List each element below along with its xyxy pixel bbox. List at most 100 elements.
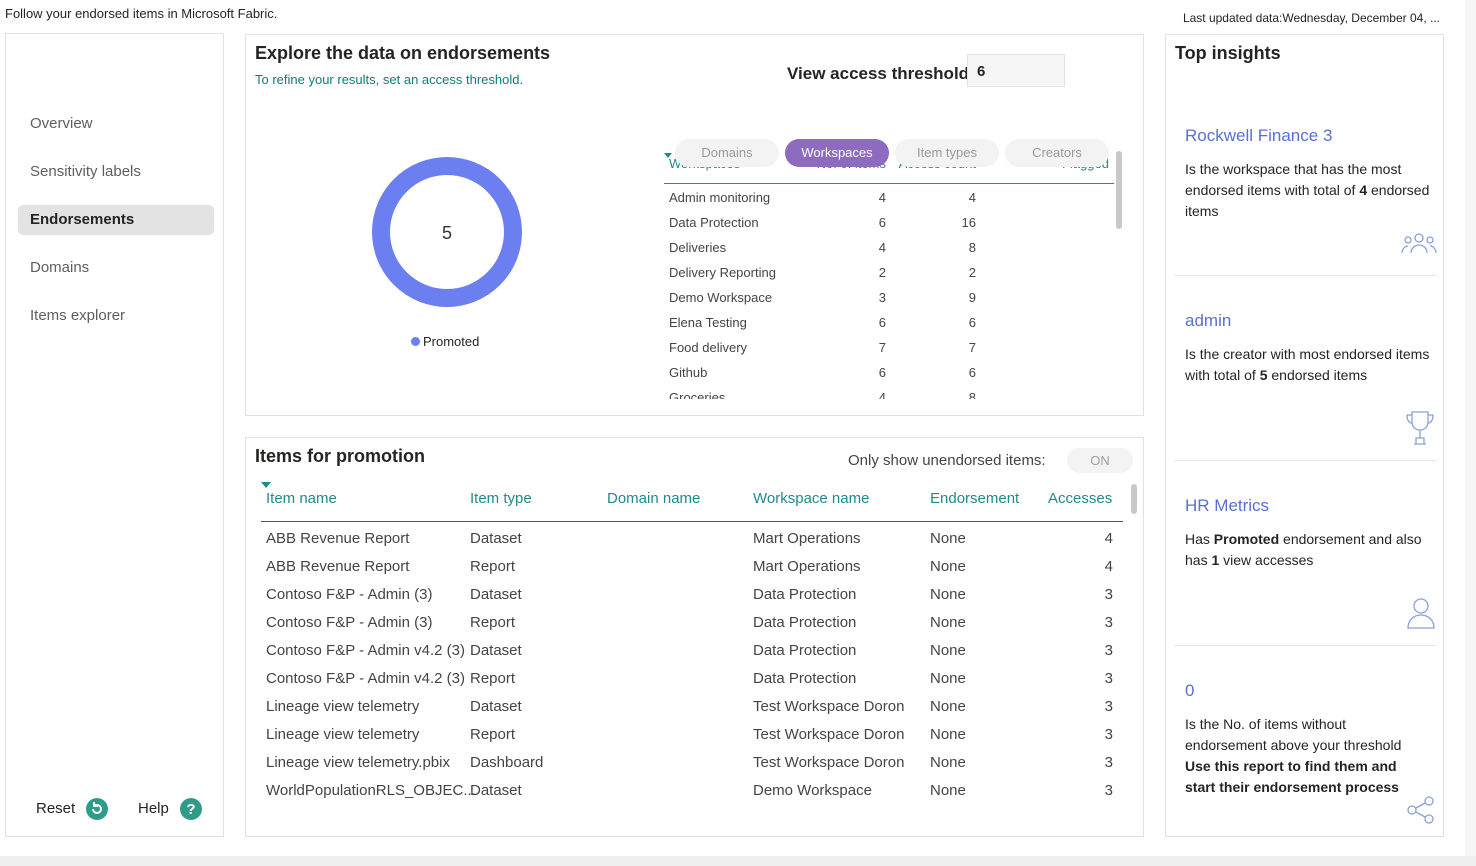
- table-cell: 6: [878, 315, 886, 330]
- text: endorsed items: [1267, 367, 1368, 383]
- table-cell: Dataset: [470, 782, 522, 799]
- separator: [1174, 645, 1436, 646]
- toggle-switch[interactable]: ON: [1067, 448, 1133, 473]
- trophy-icon: [1406, 411, 1434, 445]
- table-cell: Groceries: [669, 390, 726, 399]
- table-cell: 3: [1104, 614, 1113, 631]
- text: Is the No. of items without endorsement …: [1185, 716, 1402, 753]
- table-cell: 3: [1104, 726, 1113, 743]
- column-header[interactable]: Accesses: [1048, 490, 1113, 507]
- workspace-table: WorkspacesNo. of itemsAccess countFlagge…: [664, 153, 1114, 399]
- threshold-label: View access threshold:: [787, 64, 975, 83]
- text: endorsed items: [1185, 182, 1430, 219]
- table-cell: ABB Revenue Report: [266, 530, 410, 547]
- nav-item[interactable]: Endorsements: [18, 205, 214, 235]
- header-rule: [261, 521, 1123, 522]
- explore-panel: Explore the data on endorsements To refi…: [245, 34, 1144, 416]
- table-cell: 6: [878, 215, 886, 230]
- table-cell: Contoso F&P - Admin v4.2 (3): [266, 642, 465, 659]
- table-cell: Report: [470, 670, 516, 687]
- header-rule: [664, 183, 1114, 184]
- table-cell: Dataset: [470, 642, 522, 659]
- scrollbar[interactable]: [1131, 484, 1137, 514]
- table-cell: 3: [1104, 586, 1113, 603]
- table-cell: Food delivery: [669, 340, 748, 355]
- person-icon: [1407, 598, 1435, 629]
- column-header[interactable]: Item type: [470, 490, 532, 507]
- table-cell: None: [930, 530, 966, 547]
- table-cell: Report: [470, 726, 516, 743]
- nav-item[interactable]: Sensitivity labels: [30, 163, 141, 180]
- insight-title: admin: [1185, 311, 1232, 330]
- table-cell: 2: [968, 265, 976, 280]
- text-bold: 1: [1211, 552, 1220, 568]
- text: Is the workspace that has the most endor…: [1185, 161, 1402, 198]
- last-updated: Last updated data:Wednesday, December 04…: [1182, 11, 1440, 25]
- table-cell: None: [930, 558, 966, 575]
- table-cell: 6: [968, 365, 976, 380]
- table-cell: Dataset: [470, 698, 522, 715]
- table-cell: 4: [968, 190, 976, 205]
- insight-text: Is the creator with most endorsed items …: [1185, 344, 1430, 386]
- table-cell: Dataset: [470, 530, 522, 547]
- table-cell: WorldPopulationRLS_OBJEC...: [266, 782, 476, 799]
- insight-title: HR Metrics: [1185, 496, 1270, 515]
- column-header[interactable]: Item name: [266, 490, 337, 507]
- table-cell: Lineage view telemetry: [266, 726, 420, 743]
- text: view accesses: [1219, 552, 1314, 568]
- separator: [1174, 460, 1436, 461]
- table-cell: Lineage view telemetry: [266, 698, 420, 715]
- insights-title: Top insights: [1175, 43, 1281, 63]
- text: Is the creator with most endorsed items …: [1185, 346, 1430, 383]
- table-cell: 2: [878, 265, 886, 280]
- reset-button[interactable]: Reset: [36, 797, 109, 821]
- table-cell: Deliveries: [669, 240, 727, 255]
- table-cell: Github: [669, 365, 708, 380]
- donut-legend: Promoted: [411, 334, 479, 349]
- table-cell: Admin monitoring: [669, 190, 771, 205]
- column-header[interactable]: Domain name: [607, 490, 701, 507]
- table-cell: Demo Workspace: [753, 782, 872, 799]
- legend-label: Promoted: [423, 334, 480, 349]
- threshold-input[interactable]: 6: [967, 54, 1065, 87]
- subtitle: Follow your endorsed items in Microsoft …: [5, 6, 278, 21]
- table-cell: 16: [961, 215, 976, 230]
- table-cell: 3: [1104, 642, 1113, 659]
- share-icon: [1407, 796, 1434, 824]
- table-cell: None: [930, 726, 966, 743]
- promotion-panel: Items for promotion Only show unendorsed…: [245, 437, 1144, 837]
- nav-item[interactable]: Overview: [30, 115, 93, 132]
- column-header[interactable]: Workspace name: [753, 490, 870, 507]
- table-cell: Elena Testing: [669, 315, 747, 330]
- insights-panel: Top insights Rockwell Finance 3 Is the w…: [1165, 34, 1444, 837]
- table-cell: Demo Workspace: [669, 290, 773, 305]
- help-button[interactable]: Help ?: [138, 797, 203, 821]
- donut-total: 5: [442, 223, 452, 243]
- column-header[interactable]: Endorsement: [930, 490, 1020, 507]
- table-cell: 4: [878, 240, 886, 255]
- table-cell: Data Protection: [753, 614, 857, 631]
- table-cell: 3: [1104, 754, 1113, 771]
- table-cell: Test Workspace Doron: [753, 726, 905, 743]
- scrollbar[interactable]: [1116, 151, 1122, 229]
- tab[interactable]: Workspaces: [785, 139, 889, 167]
- nav-item[interactable]: Items explorer: [30, 307, 126, 324]
- insight-title: 0: [1185, 681, 1195, 700]
- tab[interactable]: Item types: [895, 139, 999, 167]
- table-cell: None: [930, 698, 966, 715]
- table-cell: 4: [878, 390, 886, 399]
- table-cell: Report: [470, 614, 516, 631]
- tab[interactable]: Domains: [675, 139, 779, 167]
- table-cell: 4: [1104, 558, 1113, 575]
- nav-item[interactable]: Domains: [30, 259, 90, 276]
- table-cell: 4: [1104, 530, 1113, 547]
- table-cell: ABB Revenue Report: [266, 558, 410, 575]
- table-cell: 3: [1104, 698, 1113, 715]
- legend-marker: [411, 337, 420, 346]
- table-cell: 9: [968, 290, 976, 305]
- table-cell: Data Protection: [669, 215, 759, 230]
- insight-title: Rockwell Finance 3: [1185, 126, 1333, 145]
- tab[interactable]: Creators: [1005, 139, 1109, 167]
- table-cell: Data Protection: [753, 670, 857, 687]
